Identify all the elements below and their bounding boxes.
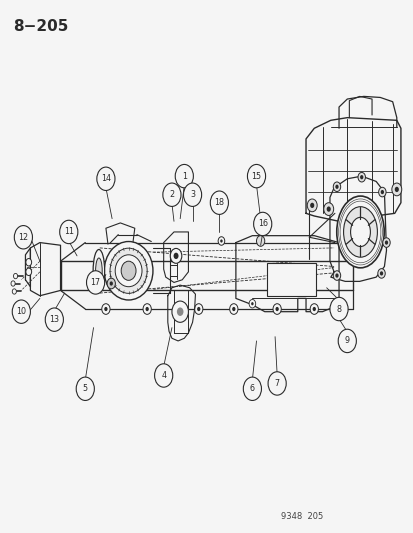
Ellipse shape	[110, 248, 147, 293]
Circle shape	[253, 212, 271, 236]
Text: 4: 4	[161, 371, 166, 380]
Text: 6: 6	[249, 384, 254, 393]
Circle shape	[391, 183, 401, 196]
Circle shape	[337, 302, 339, 305]
Circle shape	[143, 304, 151, 314]
Circle shape	[162, 183, 180, 206]
Circle shape	[329, 297, 347, 321]
Text: 3: 3	[190, 190, 195, 199]
Circle shape	[183, 183, 201, 206]
Circle shape	[394, 187, 398, 192]
Circle shape	[256, 236, 264, 246]
Circle shape	[12, 300, 30, 324]
Ellipse shape	[336, 196, 383, 268]
Text: 16: 16	[257, 220, 267, 229]
Ellipse shape	[115, 255, 142, 287]
Circle shape	[229, 304, 237, 314]
Text: 14: 14	[101, 174, 111, 183]
Text: 8: 8	[336, 304, 341, 313]
Text: 7: 7	[274, 379, 279, 388]
Circle shape	[337, 329, 356, 353]
Circle shape	[251, 302, 253, 305]
Circle shape	[306, 199, 316, 212]
Circle shape	[335, 300, 342, 308]
Bar	[266, 263, 316, 296]
Ellipse shape	[95, 258, 102, 284]
Circle shape	[382, 238, 389, 247]
Text: 12: 12	[18, 233, 28, 242]
Ellipse shape	[350, 217, 370, 247]
Circle shape	[175, 165, 193, 188]
Text: 18: 18	[214, 198, 224, 207]
Circle shape	[102, 304, 110, 314]
Circle shape	[332, 182, 340, 191]
Circle shape	[378, 187, 385, 197]
Circle shape	[109, 281, 113, 286]
Circle shape	[97, 167, 115, 190]
Text: 2: 2	[169, 190, 174, 199]
Circle shape	[145, 307, 148, 311]
Circle shape	[359, 175, 363, 179]
Circle shape	[309, 304, 318, 314]
Circle shape	[194, 304, 202, 314]
Circle shape	[268, 372, 285, 395]
Text: 9: 9	[344, 336, 349, 345]
Circle shape	[154, 364, 172, 387]
Circle shape	[26, 259, 31, 266]
Text: 1: 1	[181, 172, 186, 181]
Circle shape	[26, 268, 31, 276]
Ellipse shape	[93, 249, 104, 292]
Circle shape	[197, 307, 200, 311]
Circle shape	[59, 220, 78, 244]
Circle shape	[170, 248, 181, 263]
Circle shape	[171, 301, 188, 322]
Circle shape	[12, 289, 17, 294]
Circle shape	[11, 281, 15, 286]
Circle shape	[45, 308, 63, 332]
Circle shape	[104, 307, 107, 311]
Ellipse shape	[104, 241, 152, 300]
Ellipse shape	[343, 207, 377, 257]
Text: 17: 17	[90, 278, 100, 287]
Circle shape	[247, 165, 265, 188]
Circle shape	[332, 271, 340, 280]
Circle shape	[210, 191, 228, 214]
Text: 11: 11	[64, 228, 74, 237]
Circle shape	[249, 300, 255, 308]
Circle shape	[275, 307, 278, 311]
Circle shape	[173, 253, 178, 259]
Circle shape	[335, 184, 338, 189]
Circle shape	[220, 239, 222, 243]
Circle shape	[377, 269, 385, 278]
Circle shape	[176, 308, 183, 316]
Circle shape	[379, 271, 382, 276]
Circle shape	[309, 203, 313, 208]
Text: 10: 10	[16, 307, 26, 316]
Text: 8−205: 8−205	[13, 19, 68, 34]
Text: 15: 15	[251, 172, 261, 181]
Circle shape	[243, 377, 261, 400]
Circle shape	[76, 377, 94, 400]
Text: 13: 13	[49, 315, 59, 324]
Circle shape	[14, 273, 18, 279]
Circle shape	[335, 273, 338, 278]
Circle shape	[323, 203, 333, 215]
Circle shape	[326, 206, 330, 212]
Circle shape	[86, 271, 104, 294]
Circle shape	[312, 307, 315, 311]
Circle shape	[384, 240, 387, 245]
Circle shape	[357, 172, 365, 182]
Circle shape	[272, 304, 280, 314]
Circle shape	[380, 190, 383, 194]
Circle shape	[107, 278, 115, 289]
Circle shape	[14, 225, 32, 249]
Text: 5: 5	[83, 384, 88, 393]
Text: 9348  205: 9348 205	[280, 512, 323, 521]
Circle shape	[121, 261, 136, 280]
Circle shape	[218, 237, 224, 245]
Circle shape	[232, 307, 235, 311]
